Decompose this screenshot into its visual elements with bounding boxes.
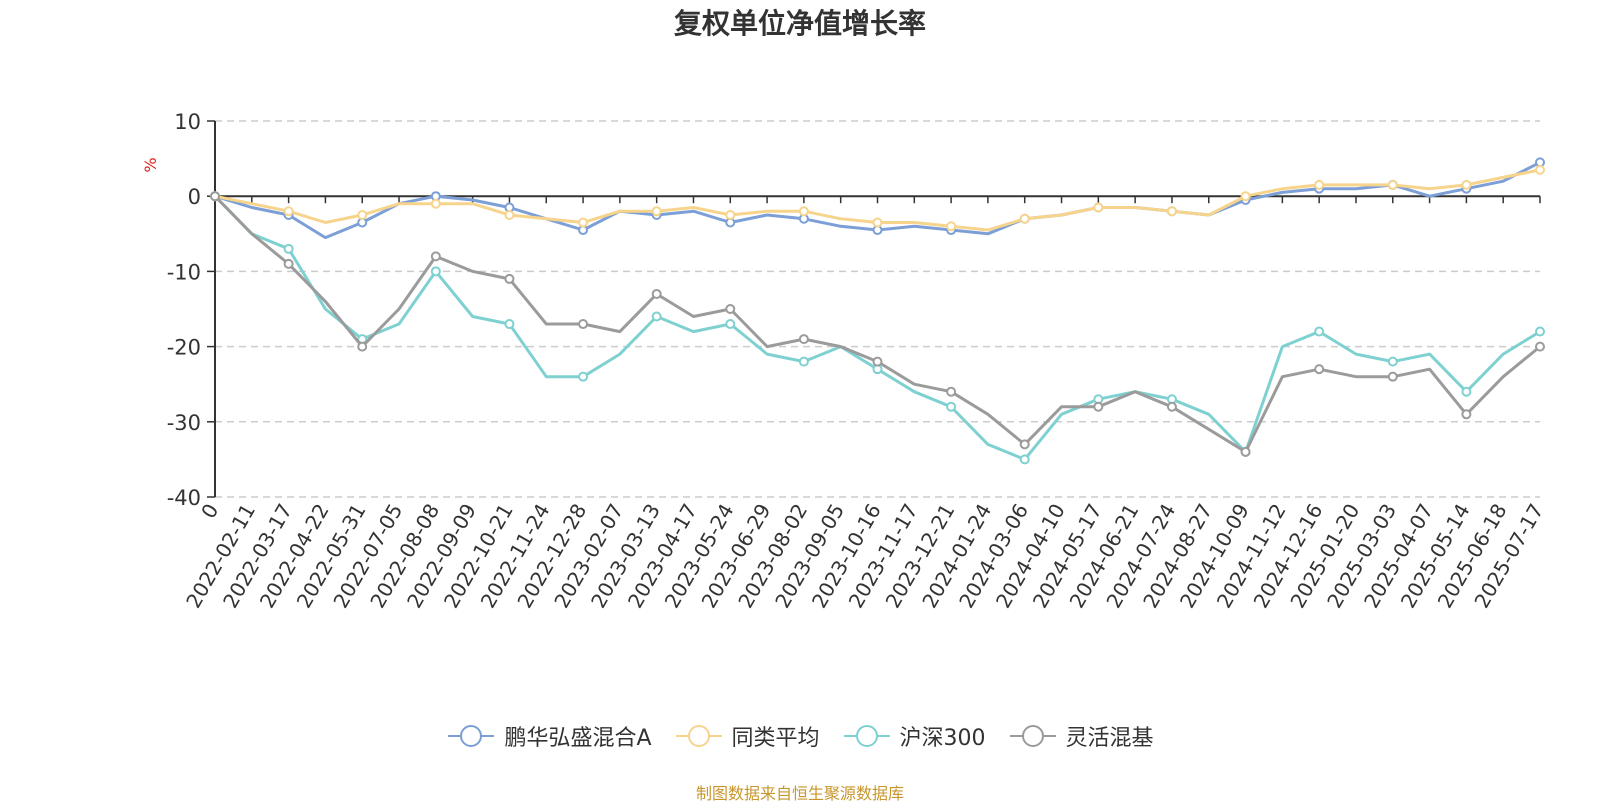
legend-line-icon [1009, 725, 1056, 747]
series-line [213, 195, 1541, 461]
data-point [1166, 401, 1177, 412]
data-point [1240, 191, 1251, 202]
data-point [504, 273, 515, 284]
x-tick-label: 0 [196, 500, 223, 523]
legend-label: 鹏华弘盛混合A [504, 726, 652, 751]
data-point [1166, 206, 1177, 217]
data-point [1314, 364, 1325, 375]
data-point [1535, 341, 1545, 352]
data-point [946, 221, 957, 232]
data-point [430, 266, 441, 277]
data-point [651, 288, 662, 299]
data-point [1461, 179, 1472, 190]
data-point [283, 258, 294, 269]
legend-line-icon [843, 725, 890, 747]
data-point [1240, 446, 1251, 457]
data-point [651, 206, 662, 217]
y-tick-label: -40 [167, 486, 201, 510]
data-point [1314, 179, 1325, 190]
data-point [578, 319, 589, 330]
chart-title: 复权单位净值增长率 [673, 7, 926, 40]
y-tick-label: 0 [188, 185, 201, 209]
legend-item[interactable]: 沪深300 [842, 720, 986, 752]
data-point [872, 217, 883, 228]
data-point [504, 319, 515, 330]
data-point [872, 356, 883, 367]
data-point [1093, 401, 1104, 412]
data-point [725, 319, 736, 330]
data-point [357, 341, 368, 352]
data-point [357, 210, 368, 220]
data-point [725, 210, 736, 220]
legend-line-icon [448, 725, 495, 747]
data-point [1535, 164, 1545, 175]
legend-label: 灵活混基 [1065, 726, 1154, 751]
data-point [283, 206, 294, 217]
data-point [1461, 409, 1472, 420]
legend: 鹏华弘盛混合A 同类平均 沪深300 灵活混基 [0, 720, 1600, 752]
legend-item[interactable]: 同类平均 [674, 720, 820, 752]
data-point [946, 386, 957, 397]
data-point [651, 311, 662, 322]
data-point [1019, 213, 1030, 224]
data-point [430, 251, 441, 262]
data-point [504, 210, 515, 220]
data-point [798, 206, 809, 217]
y-axis-label: % [141, 157, 160, 172]
y-tick-label: -10 [167, 260, 201, 284]
data-point [946, 401, 957, 412]
data-point [1535, 326, 1545, 337]
data-point [1387, 179, 1398, 190]
data-point [578, 217, 589, 228]
y-tick-label: -30 [167, 411, 201, 435]
data-point [1019, 439, 1030, 450]
data-point [1093, 202, 1104, 213]
y-tick-label: -20 [167, 336, 201, 360]
data-point [210, 191, 220, 202]
data-point [430, 198, 441, 209]
data-point [725, 304, 736, 314]
legend-line-icon [675, 725, 722, 747]
legend-item[interactable]: 灵活混基 [1008, 720, 1154, 752]
data-point [1387, 371, 1398, 382]
data-point [1387, 356, 1398, 367]
legend-item[interactable]: 鹏华弘盛混合A [446, 720, 652, 752]
data-point [798, 334, 809, 345]
data-point [578, 371, 589, 382]
data-point [1019, 454, 1030, 465]
source-note: 制图数据来自恒生聚源数据库 [695, 784, 904, 803]
legend-label: 同类平均 [731, 726, 820, 751]
data-point [1314, 326, 1325, 337]
data-point [1461, 386, 1472, 397]
legend-label: 沪深300 [899, 726, 986, 751]
data-point [798, 356, 809, 367]
data-point [283, 243, 294, 254]
y-tick-label: 10 [174, 110, 201, 134]
